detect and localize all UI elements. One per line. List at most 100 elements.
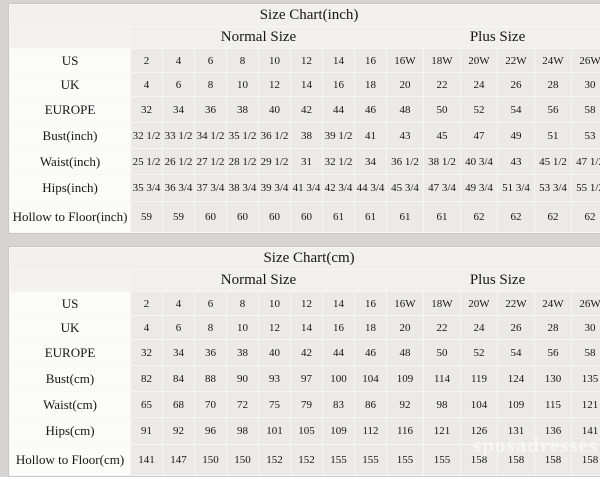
plus-size-cell: 130 (535, 366, 571, 391)
plus-size-cell: 61 (424, 202, 460, 232)
normal-size-cell: 88 (195, 366, 226, 391)
normal-size-cell: 4 (131, 73, 162, 96)
normal-size-cell: 86 (355, 392, 386, 417)
normal-size-cell: 83 (323, 392, 354, 417)
row-label: Bust(inch) (10, 123, 130, 148)
plus-size-cell: 40 3/4 (461, 149, 497, 174)
normal-size-cell: 65 (131, 392, 162, 417)
table-title: Size Chart(cm) (10, 248, 600, 269)
normal-size-cell: 36 3/4 (163, 175, 194, 201)
plus-size-cell: 141 (572, 418, 600, 444)
plus-size-cell: 121 (424, 418, 460, 444)
corner-cell (10, 270, 130, 291)
row-label: Hollow to Floor(inch) (10, 202, 130, 232)
plus-size-cell: 28 (535, 316, 571, 339)
plus-size-cell: 126 (461, 418, 497, 444)
plus-size-cell: 26 (498, 316, 534, 339)
normal-size-cell: 44 (323, 97, 354, 122)
plus-size-cell: 62 (535, 202, 571, 232)
normal-size-header: Normal Size (131, 270, 386, 291)
normal-size-cell: 112 (355, 418, 386, 444)
normal-size-cell: 12 (291, 292, 322, 315)
normal-size-cell: 8 (195, 73, 226, 96)
normal-size-cell: 4 (131, 316, 162, 339)
normal-size-cell: 8 (195, 316, 226, 339)
plus-size-cell: 56 (535, 340, 571, 365)
normal-size-cell: 36 (195, 340, 226, 365)
plus-size-cell: 109 (498, 392, 534, 417)
plus-size-cell: 20 (387, 316, 423, 339)
table-row: Hips(inch) 35 3/4 36 3/4 37 3/4 38 3/4 39 3/4… (10, 175, 600, 201)
normal-size-cell: 32 1/2 (323, 149, 354, 174)
normal-size-cell: 97 (291, 366, 322, 391)
plus-size-cell: 58 (572, 340, 600, 365)
normal-size-cell: 92 (163, 418, 194, 444)
plus-size-cell: 28 (535, 73, 571, 96)
plus-size-cell: 116 (387, 418, 423, 444)
table-body: US 2 4 6 8 10 12 14 16 16W 18W 20W 22W 24W 26W UK 4 6 8 10 1… (10, 49, 600, 232)
normal-size-cell: 35 1/2 (227, 123, 258, 148)
plus-size-cell: 43 (387, 123, 423, 148)
plus-size-cell: 114 (424, 366, 460, 391)
plus-size-cell: 47 3/4 (424, 175, 460, 201)
plus-size-cell: 62 (572, 202, 600, 232)
plus-size-cell: 20 (387, 73, 423, 96)
row-label: EUROPE (10, 340, 130, 365)
normal-size-cell: 59 (131, 202, 162, 232)
plus-size-cell: 24W (535, 292, 571, 315)
row-label: Bust(cm) (10, 366, 130, 391)
row-label: EUROPE (10, 97, 130, 122)
plus-size-cell: 48 (387, 97, 423, 122)
plus-size-cell: 121 (572, 392, 600, 417)
normal-size-cell: 147 (163, 445, 194, 475)
normal-size-cell: 16 (323, 73, 354, 96)
normal-size-cell: 75 (259, 392, 290, 417)
normal-size-cell: 79 (291, 392, 322, 417)
plus-size-cell: 155 (424, 445, 460, 475)
table-title-row: Size Chart(cm) (10, 248, 600, 269)
normal-size-cell: 60 (195, 202, 226, 232)
plus-size-cell: 45 (424, 123, 460, 148)
group-header-row: Normal Size Plus Size (10, 27, 600, 48)
plus-size-cell: 24W (535, 49, 571, 72)
normal-size-cell: 104 (355, 366, 386, 391)
normal-size-cell: 39 3/4 (259, 175, 290, 201)
plus-size-cell: 51 (535, 123, 571, 148)
normal-size-cell: 12 (291, 49, 322, 72)
plus-size-cell: 16W (387, 292, 423, 315)
table-row: Hollow to Floor(cm) 141 147 150 150 152 152 155… (10, 445, 600, 475)
normal-size-cell: 34 (355, 149, 386, 174)
plus-size-cell: 24 (461, 316, 497, 339)
normal-size-cell: 10 (227, 73, 258, 96)
plus-size-cell: 54 (498, 97, 534, 122)
plus-size-cell: 26 (498, 73, 534, 96)
normal-size-cell: 34 1/2 (195, 123, 226, 148)
normal-size-cell: 36 (195, 97, 226, 122)
plus-size-cell: 124 (498, 366, 534, 391)
normal-size-cell: 28 1/2 (227, 149, 258, 174)
plus-size-cell: 55 1/2 (572, 175, 600, 201)
normal-size-cell: 16 (323, 316, 354, 339)
plus-size-cell: 53 (572, 123, 600, 148)
normal-size-cell: 155 (323, 445, 354, 475)
plus-size-cell: 54 (498, 340, 534, 365)
plus-size-cell: 16W (387, 49, 423, 72)
table-row: US 2 4 6 8 10 12 14 16 16W 18W 20W 22W 24W 26W (10, 49, 600, 72)
normal-size-cell: 26 1/2 (163, 149, 194, 174)
normal-size-cell: 29 1/2 (259, 149, 290, 174)
plus-size-cell: 158 (572, 445, 600, 475)
normal-size-cell: 16 (355, 49, 386, 72)
row-label: Waist(inch) (10, 149, 130, 174)
plus-size-cell: 104 (461, 392, 497, 417)
table-row: UK 4 6 8 10 12 14 16 18 20 22 24 26 28 30 (10, 73, 600, 96)
normal-size-cell: 150 (195, 445, 226, 475)
normal-size-cell: 6 (163, 316, 194, 339)
normal-size-cell: 59 (163, 202, 194, 232)
plus-size-cell: 158 (461, 445, 497, 475)
normal-size-cell: 60 (259, 202, 290, 232)
normal-size-cell: 38 (227, 97, 258, 122)
row-label: Waist(cm) (10, 392, 130, 417)
normal-size-cell: 38 3/4 (227, 175, 258, 201)
normal-size-cell: 84 (163, 366, 194, 391)
plus-size-cell: 38 1/2 (424, 149, 460, 174)
